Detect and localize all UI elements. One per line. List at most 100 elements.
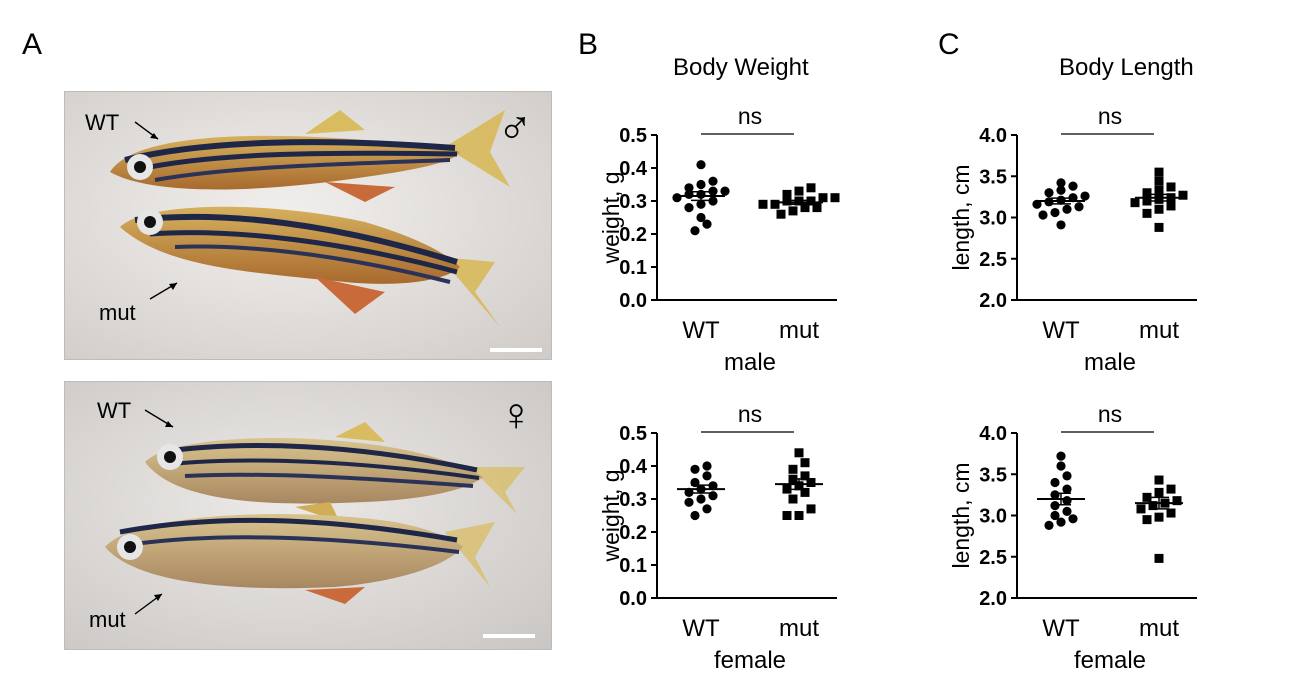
data-point-wt — [1056, 185, 1066, 195]
data-point-mut — [1166, 201, 1176, 211]
panel-title-body-length: Body Length — [1059, 54, 1194, 81]
data-point-mut — [1154, 167, 1164, 177]
data-point-wt — [702, 219, 712, 229]
x-tick-label-wt: WT — [682, 615, 720, 642]
x-axis-label: female — [714, 647, 786, 674]
y-tick-label: 3.0 — [979, 506, 1007, 528]
data-point-mut — [1178, 190, 1188, 200]
data-point-mut — [1154, 185, 1164, 195]
panel-letter-a: A — [22, 28, 43, 61]
data-point-mut — [1154, 553, 1164, 563]
y-tick-label: 0.1 — [619, 555, 647, 577]
y-tick-label: 0.0 — [619, 290, 647, 312]
data-point-wt — [672, 193, 682, 203]
data-point-mut — [806, 478, 816, 487]
data-point-wt — [696, 199, 706, 209]
chart-length-male: 2.0 2.5 3.0 3.5 4.0 length, cm WT mut male ns — [935, 100, 1245, 385]
data-point-wt — [696, 179, 706, 190]
data-point-wt — [1038, 210, 1048, 220]
chart-weight-female: 0.0 0.1 0.2 0.3 0.4 0.5 weight, g WT mut female ns — [575, 398, 875, 683]
data-point-mut — [806, 504, 816, 514]
data-point-mut — [1154, 204, 1164, 214]
data-point-wt — [696, 212, 706, 223]
significance-label: ns — [1098, 401, 1122, 427]
data-point-wt — [1056, 461, 1066, 471]
significance-label: ns — [1098, 103, 1122, 129]
data-point-wt — [702, 471, 712, 481]
data-point-mut — [1154, 222, 1164, 232]
data-point-mut — [1142, 492, 1152, 502]
data-point-wt — [1044, 188, 1054, 198]
fish-wt-male — [110, 110, 510, 202]
data-point-wt — [1056, 178, 1066, 188]
data-point-mut — [1154, 176, 1164, 186]
data-point-wt — [684, 497, 694, 507]
data-point-mut — [1148, 501, 1158, 511]
data-point-wt — [1074, 202, 1084, 212]
x-tick-label-wt: WT — [682, 317, 720, 344]
data-point-wt — [1062, 506, 1072, 516]
panel-letter-c: C — [938, 28, 960, 61]
data-point-mut — [1142, 196, 1152, 206]
label-wt-female: WT — [97, 398, 131, 423]
y-tick-label: 0.2 — [619, 224, 647, 246]
data-point-wt — [708, 176, 718, 186]
data-point-wt — [708, 186, 718, 196]
data-point-wt — [702, 461, 712, 471]
y-tick-label: 2.0 — [979, 588, 1007, 610]
data-point-mut — [1154, 487, 1164, 497]
data-point-wt — [684, 203, 694, 213]
significance-label: ns — [738, 401, 762, 427]
x-tick-label-mut: mut — [1139, 615, 1179, 642]
data-point-wt — [690, 464, 700, 474]
y-tick-label: 3.5 — [979, 464, 1007, 486]
y-tick-label: 3.0 — [979, 208, 1007, 230]
data-point-mut — [1166, 508, 1176, 518]
fish-mut-female — [105, 502, 495, 604]
chart-weight-male: 0.0 0.1 0.2 0.3 0.4 0.5 weight, g WT mut male ns — [575, 100, 875, 385]
data-point-wt — [1056, 220, 1066, 230]
label-wt-male: WT — [85, 110, 119, 135]
data-point-mut — [794, 511, 804, 520]
label-mut-female: mut — [89, 607, 126, 632]
data-point-mut — [794, 186, 804, 196]
x-axis-label: male — [724, 349, 776, 376]
chart-length-female: 2.0 2.5 3.0 3.5 4.0 length, cm WT mut female ns — [935, 398, 1245, 683]
y-tick-label: 0.5 — [619, 125, 647, 147]
data-point-mut — [1136, 504, 1146, 514]
fish-mut-male — [120, 206, 500, 327]
data-point-mut — [794, 448, 804, 458]
x-tick-label-wt: WT — [1042, 615, 1080, 642]
data-point-wt — [1050, 477, 1060, 488]
data-point-mut — [788, 494, 798, 504]
data-point-mut — [788, 464, 798, 474]
data-point-mut — [800, 471, 810, 481]
data-point-mut — [1172, 496, 1182, 506]
data-point-mut — [782, 189, 792, 199]
y-tick-label: 4.0 — [979, 125, 1007, 147]
data-point-wt — [1062, 484, 1072, 494]
x-axis-label: male — [1084, 349, 1136, 376]
y-axis-label: weight, g — [598, 469, 624, 562]
scale-bar — [490, 348, 542, 352]
data-point-mut — [1142, 515, 1152, 525]
y-axis-label: weight, g — [598, 171, 624, 264]
data-point-mut — [806, 183, 816, 193]
x-tick-label-mut: mut — [779, 615, 819, 642]
data-point-mut — [782, 484, 792, 494]
data-point-mut — [1142, 188, 1152, 198]
x-tick-label-mut: mut — [1139, 317, 1179, 344]
photo-female-fish: WT mut ♀ — [64, 381, 552, 650]
data-point-wt — [1056, 517, 1066, 527]
data-point-mut — [1166, 484, 1176, 494]
data-point-mut — [830, 193, 840, 203]
data-point-mut — [1154, 475, 1164, 485]
data-point-wt — [702, 504, 712, 514]
male-symbol-icon: ♂ — [497, 102, 533, 155]
female-symbol-icon: ♀ — [499, 388, 534, 440]
data-point-mut — [1142, 208, 1152, 218]
x-tick-label-mut: mut — [779, 317, 819, 344]
y-tick-label: 0.3 — [619, 489, 647, 511]
data-point-wt — [1062, 471, 1072, 481]
x-tick-label-wt: WT — [1042, 317, 1080, 344]
